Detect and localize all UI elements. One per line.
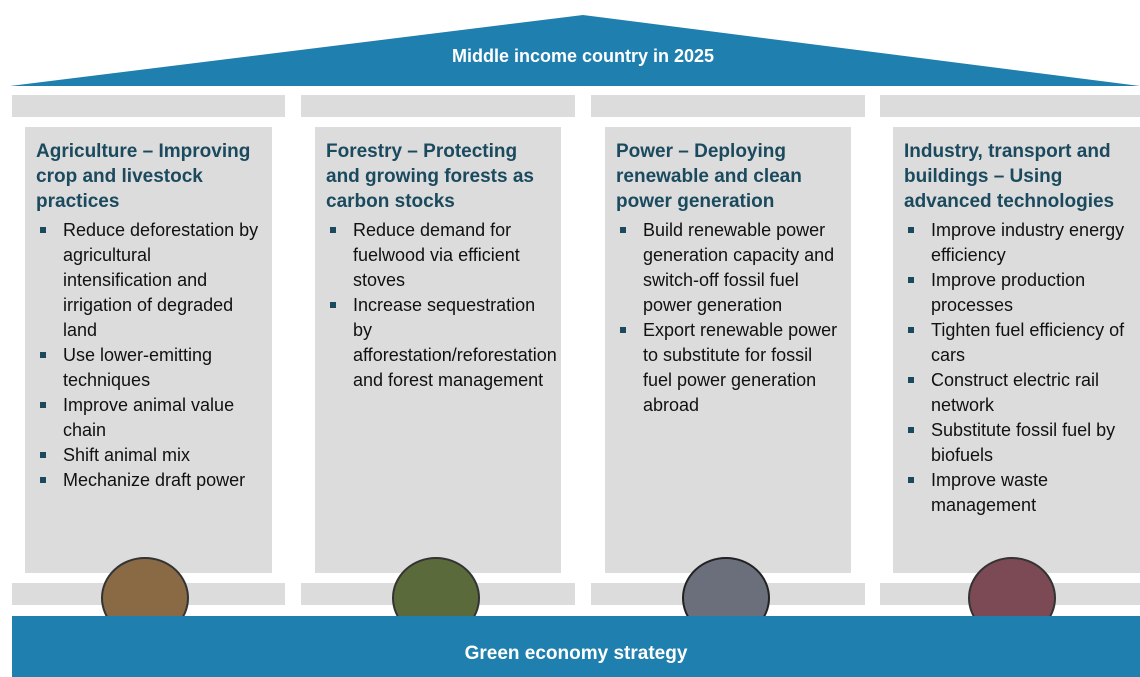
- pillar: Power – Deploying renewable and clean po…: [605, 127, 851, 573]
- bullet-list: Reduce demand for fuelwood via efficient…: [326, 218, 551, 393]
- pillar-title: Forestry – Protecting and growing forest…: [326, 139, 551, 214]
- bullet: Substitute fossil fuel by biofuels: [904, 418, 1130, 468]
- bullet: Increase sequestration by afforestation/…: [326, 293, 551, 393]
- pillar-title: Power – Deploying renewable and clean po…: [616, 139, 841, 214]
- bullet: Construct electric rail network: [904, 368, 1130, 418]
- bullet: Improve production processes: [904, 268, 1130, 318]
- page: Middle income country in 2025 Agricultur…: [0, 0, 1140, 677]
- bullet: Improve waste management: [904, 468, 1130, 518]
- base: Green economy strategy: [12, 616, 1140, 677]
- bullet: Export renewable power to substitute for…: [616, 318, 841, 418]
- roof: Middle income country in 2025: [0, 0, 1140, 90]
- base-title: Green economy strategy: [465, 643, 688, 664]
- pillar: Agriculture – Improving crop and livesto…: [25, 127, 272, 573]
- bullet: Use lower-emitting techniques: [36, 343, 262, 393]
- beam: [591, 95, 865, 117]
- bullet: Tighten fuel efficiency of cars: [904, 318, 1130, 368]
- bullet: Improve industry energy efficiency: [904, 218, 1130, 268]
- bullet: Shift animal mix: [36, 443, 262, 468]
- pillar-title: Agriculture – Improving crop and livesto…: [36, 139, 262, 214]
- roof-title: Middle income country in 2025: [452, 46, 714, 66]
- bullet: Improve animal value chain: [36, 393, 262, 443]
- bullet: Reduce deforestation by agricultural int…: [36, 218, 262, 343]
- bullet-list: Build renewable power generation capacit…: [616, 218, 841, 418]
- pillar: Forestry – Protecting and growing forest…: [315, 127, 561, 573]
- bullet: Build renewable power generation capacit…: [616, 218, 841, 318]
- bullet-list: Reduce deforestation by agricultural int…: [36, 218, 262, 493]
- beam: [880, 95, 1140, 117]
- pillar: Industry, transport and buildings – Usin…: [893, 127, 1140, 573]
- bullet: Mechanize draft power: [36, 468, 262, 493]
- bullet: Reduce demand for fuelwood via efficient…: [326, 218, 551, 293]
- beam: [301, 95, 575, 117]
- beam: [12, 95, 285, 117]
- pillar-title: Industry, transport and buildings – Usin…: [904, 139, 1130, 214]
